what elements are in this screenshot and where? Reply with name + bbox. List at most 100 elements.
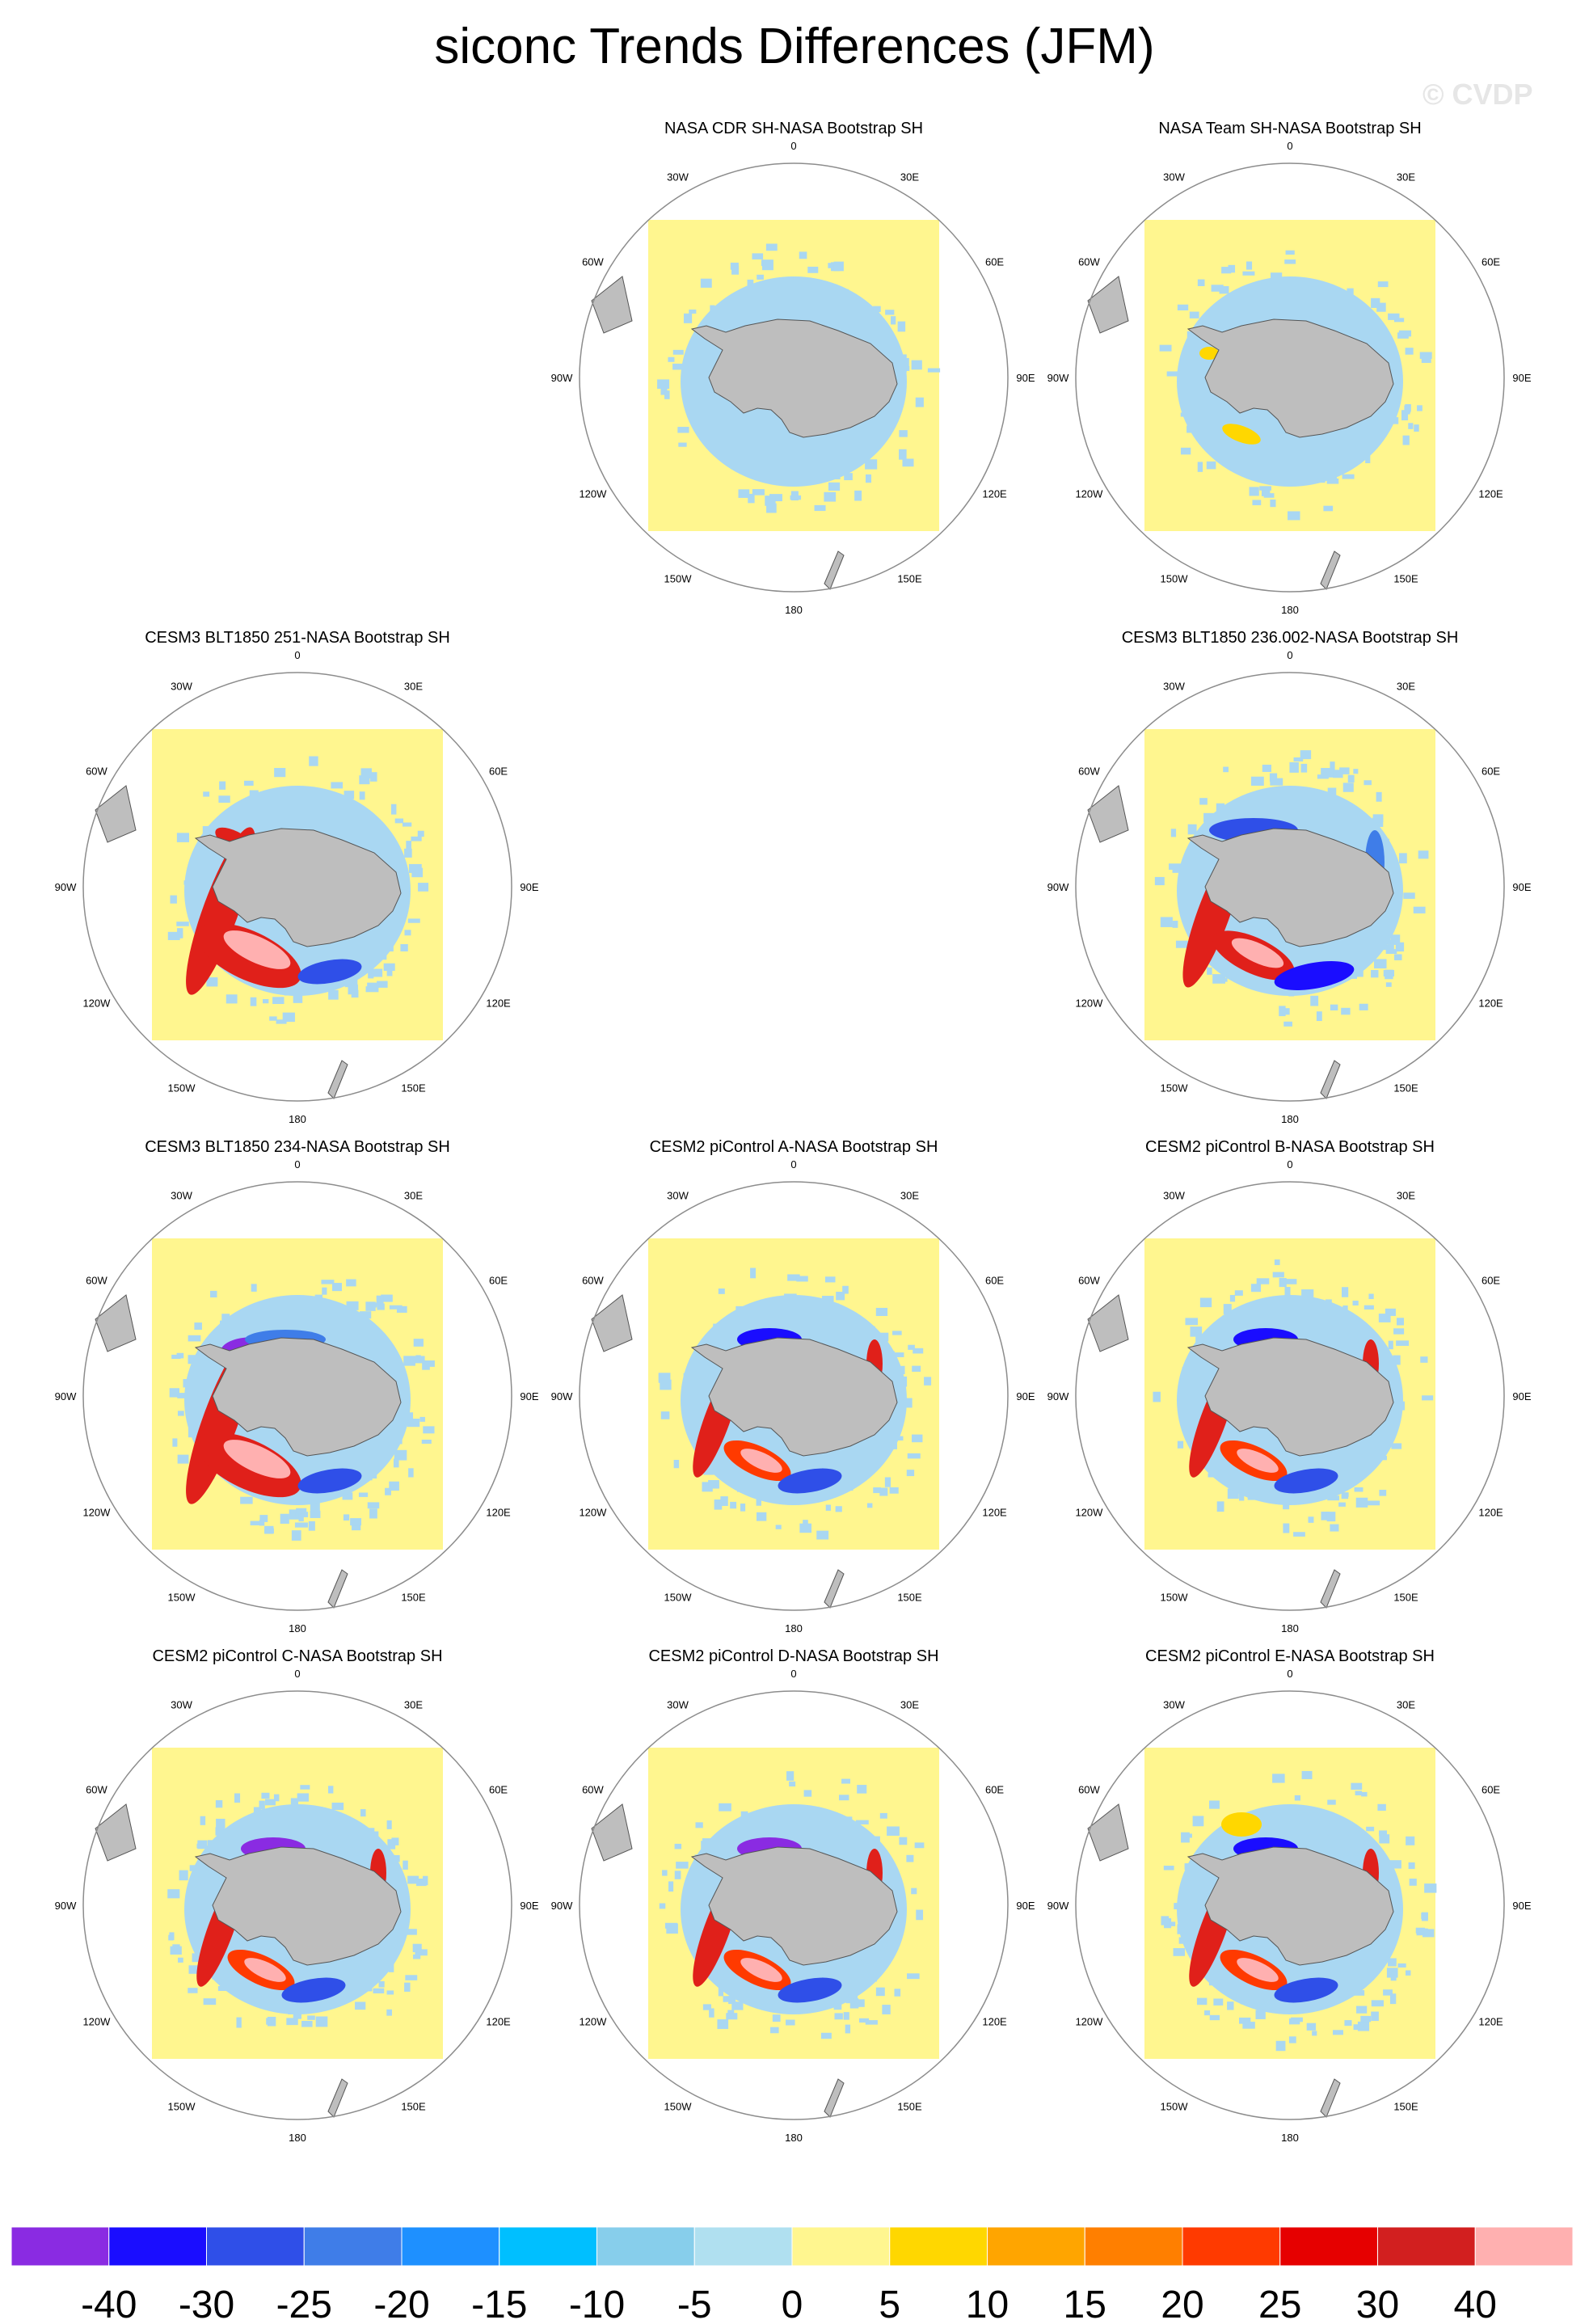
colorbar-label: -30: [179, 2284, 234, 2324]
longitude-label: 90E: [1016, 372, 1035, 384]
longitude-label: 90W: [1047, 1390, 1069, 1402]
longitude-label: 30E: [404, 1189, 423, 1201]
colorbar-label: 40: [1454, 2284, 1497, 2324]
longitude-label: 120W: [579, 2016, 607, 2028]
longitude-label: 90W: [1047, 1900, 1069, 1912]
longitude-label: 90W: [55, 1900, 77, 1912]
longitude-label: 60W: [582, 1275, 604, 1287]
new-zealand-landmass: [824, 2078, 845, 2118]
longitude-label: 120E: [486, 2016, 511, 2028]
new-zealand-landmass: [1320, 1060, 1341, 1099]
longitude-label: 90E: [520, 1390, 538, 1402]
longitude-label: 0: [294, 649, 300, 661]
longitude-label: 180: [1281, 604, 1299, 616]
longitude-label: 150E: [1393, 2101, 1418, 2113]
longitude-label: 180: [785, 2132, 803, 2144]
longitude-label: 120E: [1478, 488, 1503, 500]
colorbar-box: [401, 2226, 500, 2267]
longitude-label: 60E: [489, 766, 508, 778]
longitude-label: 30E: [1397, 680, 1415, 692]
south-america-landmass: [591, 276, 633, 334]
longitude-label: 150E: [1393, 1082, 1418, 1095]
longitude-label: 150W: [1161, 1592, 1189, 1604]
antarctica-landmass: [194, 828, 402, 947]
new-zealand-landmass: [327, 2078, 348, 2118]
new-zealand-landmass: [824, 1569, 845, 1609]
longitude-label: 90W: [55, 881, 77, 893]
longitude-label: 60W: [1078, 1275, 1100, 1287]
colorbar-label: -15: [471, 2284, 527, 2324]
map-panel: CESM2 piControl A-NASA Bootstrap SH 0 30E 6…: [551, 1138, 1035, 1634]
antarctica-landmass: [1186, 828, 1394, 947]
colorbar-label: 20: [1161, 2284, 1203, 2324]
colorbar-label: 15: [1064, 2284, 1106, 2324]
map-panel: CESM3 BLT1850 251-NASA Bootstrap SH 0 30E 6…: [55, 629, 539, 1125]
longitude-label: 60E: [489, 1275, 508, 1287]
panel-title: CESM2 piControl B-NASA Bootstrap SH: [1145, 1138, 1435, 1156]
longitude-label: 120E: [982, 488, 1007, 500]
longitude-label: 0: [1287, 1668, 1292, 1680]
longitude-label: 30E: [1397, 171, 1415, 183]
longitude-label: 120E: [486, 1507, 511, 1519]
longitude-label: 0: [1287, 649, 1292, 661]
map-boundary: [82, 1181, 512, 1611]
longitude-label: 30W: [171, 1189, 192, 1201]
longitude-label: 90E: [1512, 1900, 1531, 1912]
longitude-label: 150W: [1161, 1082, 1189, 1095]
longitude-label: 150W: [168, 1082, 196, 1095]
longitude-label: 60W: [1078, 1784, 1100, 1796]
panel-title: CESM3 BLT1850 251-NASA Bootstrap SH: [145, 629, 450, 647]
longitude-label: 90W: [1047, 372, 1069, 384]
longitude-label: 120W: [82, 2016, 111, 2028]
longitude-label: 150E: [1393, 573, 1418, 585]
longitude-label: 150E: [897, 1592, 922, 1604]
longitude-label: 120W: [1075, 2016, 1103, 2028]
map-panel: CESM2 piControl D-NASA Bootstrap SH 0 30E 6…: [551, 1647, 1035, 2144]
map-boundary: [1075, 1181, 1505, 1611]
longitude-label: 60E: [1482, 1784, 1500, 1796]
longitude-label: 120W: [1075, 488, 1103, 500]
longitude-label: 90W: [551, 1390, 573, 1402]
new-zealand-landmass: [824, 550, 845, 590]
antarctica-landmass: [194, 1337, 402, 1457]
longitude-label: 60W: [86, 1275, 107, 1287]
longitude-label: 60E: [1482, 256, 1500, 268]
longitude-label: 120W: [579, 488, 607, 500]
panel-title: CESM3 BLT1850 234-NASA Bootstrap SH: [145, 1138, 450, 1156]
map-boundary: [82, 1690, 512, 2120]
colorbar-box: [1279, 2226, 1378, 2267]
longitude-label: 150E: [401, 2101, 426, 2113]
longitude-label: 150E: [401, 1082, 426, 1095]
longitude-label: 120E: [982, 2016, 1007, 2028]
longitude-label: 0: [1287, 140, 1292, 152]
page-title: siconc Trends Differences (JFM): [434, 19, 1155, 74]
antarctica-landmass: [194, 1846, 402, 1966]
panel-title: NASA Team SH-NASA Bootstrap SH: [1158, 120, 1421, 137]
longitude-label: 60W: [1078, 766, 1100, 778]
longitude-label: 60W: [582, 256, 604, 268]
colorbar-box: [1084, 2226, 1183, 2267]
longitude-label: 30W: [1163, 171, 1185, 183]
colorbar-box: [303, 2226, 403, 2267]
longitude-label: 150W: [1161, 573, 1189, 585]
longitude-label: 150E: [897, 2101, 922, 2113]
map-boundary: [579, 162, 1009, 593]
colorbar-box: [1182, 2226, 1281, 2267]
longitude-label: 0: [294, 1158, 300, 1170]
antarctica-landmass: [690, 318, 898, 438]
colorbar-box: [889, 2226, 988, 2267]
panel-title: CESM2 piControl C-NASA Bootstrap SH: [152, 1647, 442, 1665]
longitude-label: 30W: [171, 1698, 192, 1710]
longitude-label: 180: [1281, 1622, 1299, 1634]
antarctica-landmass: [1186, 1846, 1394, 1966]
longitude-label: 120W: [1075, 998, 1103, 1010]
colorbar-label: -40: [81, 2284, 137, 2324]
antarctica-landmass: [1186, 1337, 1394, 1457]
south-america-landmass: [95, 785, 137, 843]
longitude-label: 30W: [667, 171, 689, 183]
map-boundary: [579, 1181, 1009, 1611]
colorbar-label: -10: [569, 2284, 625, 2324]
colorbar-box: [1474, 2226, 1574, 2267]
longitude-label: 30W: [171, 680, 192, 692]
new-zealand-landmass: [1320, 550, 1341, 590]
